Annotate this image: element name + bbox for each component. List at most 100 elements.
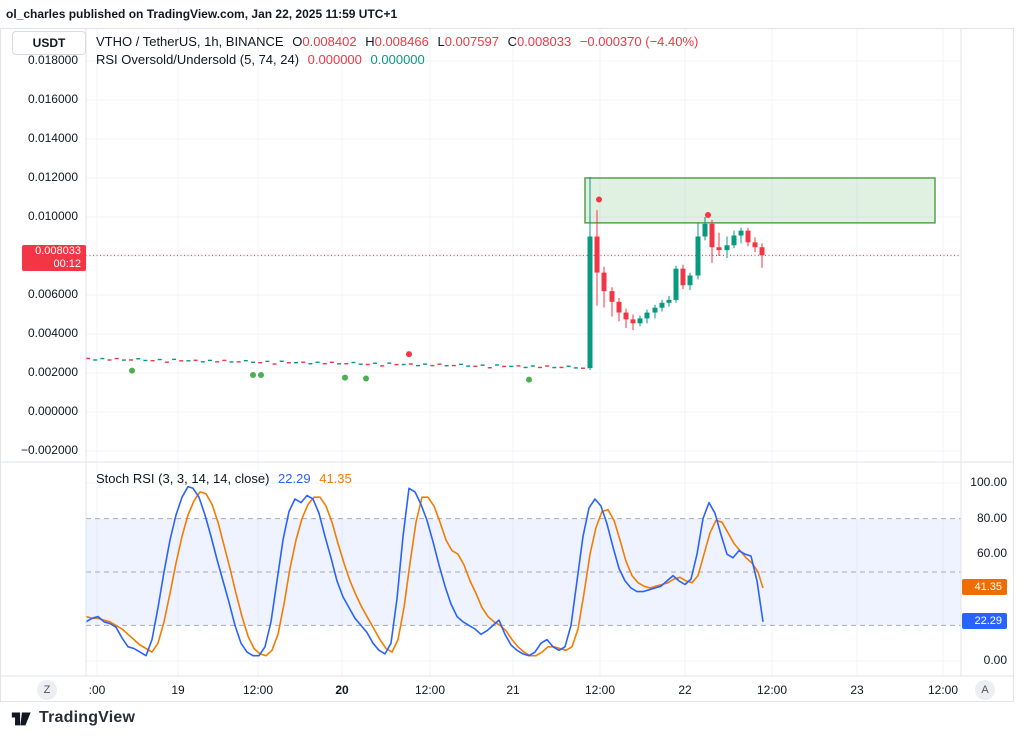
candle-body bbox=[752, 242, 758, 248]
candle-body bbox=[172, 358, 177, 361]
candle-body bbox=[451, 364, 456, 367]
stoch-rsi-legend[interactable]: Stoch RSI (3, 3, 14, 14, close) 22.29 41… bbox=[96, 471, 357, 486]
candle-body bbox=[222, 359, 227, 362]
candle-body bbox=[552, 366, 557, 369]
supply-zone-box bbox=[584, 177, 936, 224]
candle-body bbox=[121, 359, 126, 361]
open-letter: O bbox=[292, 34, 303, 49]
candle-body bbox=[594, 236, 600, 273]
candle-body bbox=[358, 363, 363, 365]
candle-body bbox=[107, 359, 112, 361]
candle-body bbox=[93, 359, 98, 361]
stoch-d-value: 41.35 bbox=[319, 471, 352, 486]
overbought-dot bbox=[705, 212, 711, 219]
stoch-k-badge: 22.29 bbox=[962, 613, 1007, 630]
stoch-band bbox=[86, 518, 961, 626]
candle-body bbox=[466, 365, 471, 367]
candle-body bbox=[459, 363, 464, 366]
candle-body bbox=[630, 319, 636, 324]
timezone-button[interactable]: Z bbox=[37, 680, 57, 700]
candle-body bbox=[193, 359, 198, 362]
candle-body bbox=[745, 230, 751, 243]
candle-body bbox=[372, 362, 377, 364]
low-value: 0.007597 bbox=[444, 34, 499, 49]
candle-body bbox=[609, 291, 615, 302]
tradingview-logo[interactable]: TradingView bbox=[10, 707, 135, 729]
candle-body bbox=[523, 366, 528, 369]
candle-body bbox=[408, 363, 413, 365]
candle-body bbox=[322, 363, 327, 365]
candle-body bbox=[243, 359, 248, 362]
stoch-tick-label: 80.00 bbox=[976, 510, 1007, 525]
candle-body bbox=[380, 365, 385, 367]
currency-unit-button[interactable]: USDT bbox=[12, 31, 86, 55]
candle-body bbox=[716, 247, 722, 251]
main-chart-legend[interactable]: VTHO / TetherUS, 1h, BINANCE O0.008402 H… bbox=[96, 34, 703, 49]
candle-body bbox=[423, 363, 428, 365]
candle-body bbox=[286, 362, 291, 364]
price-tick-label: 0.004000 bbox=[27, 326, 78, 340]
candle-body bbox=[587, 236, 593, 369]
candle-body bbox=[473, 365, 478, 368]
candle-body bbox=[537, 366, 542, 369]
candle-body bbox=[143, 359, 148, 362]
candle-body bbox=[114, 357, 119, 360]
candle-body bbox=[545, 365, 550, 367]
price-tick-label: 0.000000 bbox=[27, 404, 78, 418]
candle-body bbox=[644, 312, 650, 319]
time-tick-label: 22 bbox=[678, 683, 692, 697]
candle-body bbox=[258, 361, 263, 364]
last-price-value: 0.008033 bbox=[35, 245, 81, 258]
candle-body bbox=[179, 360, 184, 362]
oversold-dot bbox=[342, 374, 348, 381]
currency-unit-label: USDT bbox=[32, 36, 66, 50]
stoch-rsi-title: Stoch RSI (3, 3, 14, 14, close) bbox=[96, 471, 270, 486]
chart-frame bbox=[0, 28, 1014, 702]
candle-body bbox=[387, 362, 392, 364]
candle-body bbox=[236, 361, 241, 363]
candle-body bbox=[680, 268, 686, 286]
tradingview-logo-icon bbox=[11, 712, 31, 726]
candle-body bbox=[301, 361, 306, 363]
bar-countdown: 00:12 bbox=[53, 258, 81, 271]
time-tick-label: :00 bbox=[88, 683, 106, 697]
time-tick-label: 12:00 bbox=[756, 683, 788, 697]
rsi-indicator-legend[interactable]: RSI Oversold/Undersold (5, 74, 24) 0.000… bbox=[96, 52, 430, 67]
auto-scale-button[interactable]: A bbox=[975, 680, 995, 700]
overbought-dot bbox=[406, 351, 412, 358]
candle-body bbox=[480, 364, 485, 366]
high-value: 0.008466 bbox=[374, 34, 429, 49]
candle-body bbox=[207, 359, 212, 362]
candle-body bbox=[530, 365, 535, 367]
candle-body bbox=[164, 361, 169, 363]
candle-body bbox=[150, 360, 155, 362]
candle-body bbox=[566, 365, 571, 367]
candle-body bbox=[616, 301, 622, 313]
candle-body bbox=[444, 364, 449, 367]
high-letter: H bbox=[365, 34, 375, 49]
candle-body bbox=[136, 358, 141, 360]
price-tick-label: 0.006000 bbox=[27, 287, 78, 301]
change-value: −0.000370 (−4.40%) bbox=[579, 34, 699, 49]
candle-body bbox=[695, 236, 701, 276]
candle-body bbox=[86, 357, 90, 360]
candle-body bbox=[337, 363, 342, 365]
candle-body bbox=[666, 299, 672, 303]
price-tick-label: 0.010000 bbox=[27, 209, 78, 223]
candle-body bbox=[416, 364, 420, 367]
candle-body bbox=[265, 360, 270, 363]
price-tick-label: 0.016000 bbox=[27, 92, 78, 106]
candle-body bbox=[724, 245, 730, 251]
oversold-dot bbox=[363, 375, 369, 382]
close-letter: C bbox=[507, 34, 517, 49]
candle-body bbox=[516, 365, 521, 367]
candle-body bbox=[129, 359, 134, 361]
publish-attribution: ol_charles published on TradingView.com,… bbox=[6, 7, 398, 21]
candle-body bbox=[229, 361, 234, 363]
time-tick-label: 19 bbox=[171, 683, 185, 697]
candle-body bbox=[344, 363, 349, 365]
candle-body bbox=[623, 312, 629, 320]
price-tick-label: 0.014000 bbox=[27, 131, 78, 145]
oversold-dot bbox=[526, 376, 532, 383]
